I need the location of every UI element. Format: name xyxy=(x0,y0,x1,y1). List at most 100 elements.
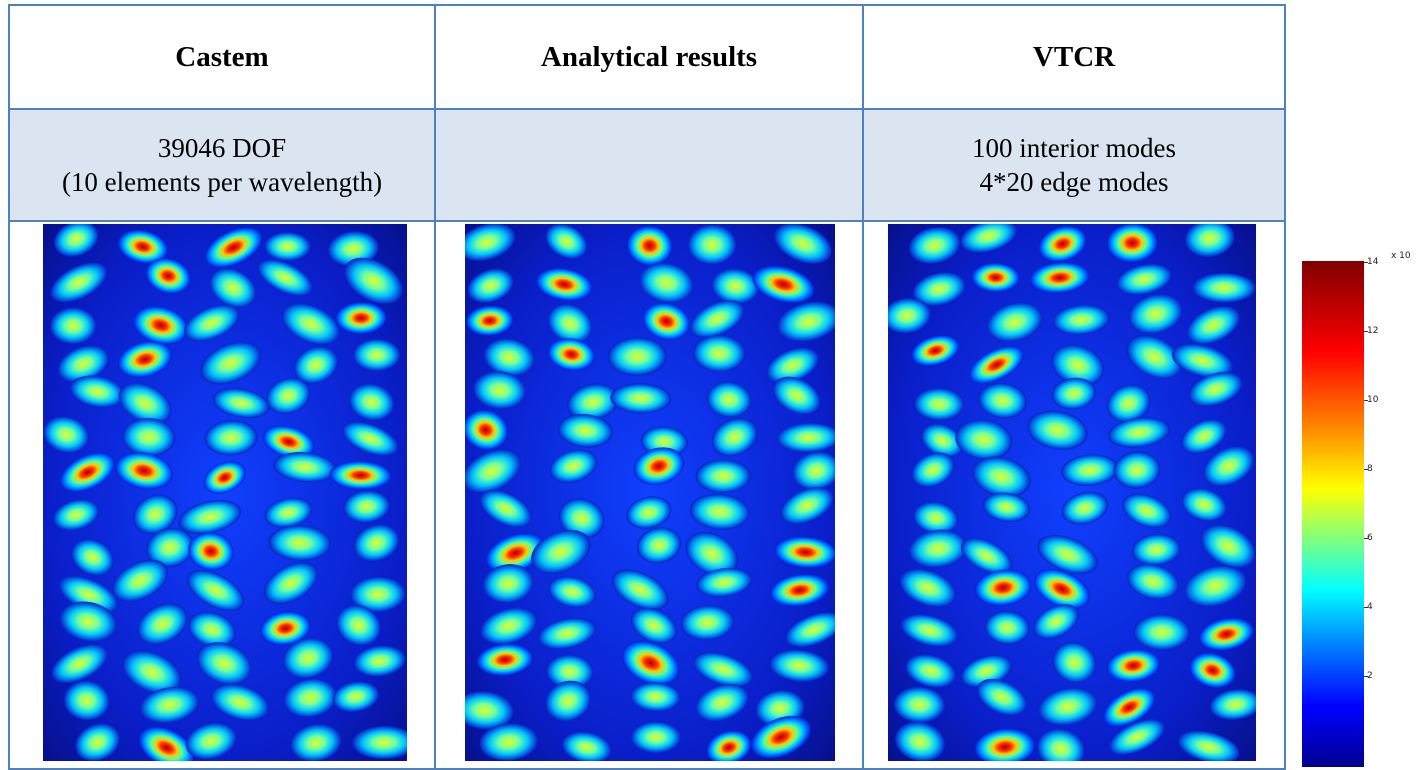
field-hotspot xyxy=(187,569,245,612)
field-hotspot xyxy=(978,382,1027,419)
field-hotspot xyxy=(465,691,514,730)
field-hotspot xyxy=(685,532,739,576)
field-hotspot xyxy=(548,576,597,608)
field-hotspot xyxy=(974,569,1032,606)
field-hotspot xyxy=(984,611,1030,645)
field-hotspot xyxy=(480,607,538,645)
field-hotspot xyxy=(547,338,595,371)
field-hotspot xyxy=(263,562,318,604)
field-hotspot xyxy=(188,611,236,648)
field-hotspot xyxy=(622,640,680,685)
field-hotspot xyxy=(53,499,100,531)
field-hotspot xyxy=(1198,618,1254,651)
results-table: Castem Analytical results VTCR 39046 DOF… xyxy=(8,4,1286,770)
field-hotspot xyxy=(561,731,612,761)
field-hotspot xyxy=(914,387,965,421)
field-hotspot xyxy=(913,501,959,534)
field-hotspot xyxy=(1109,719,1165,755)
field-hotspot xyxy=(961,537,1013,575)
field-hotspot xyxy=(921,423,964,458)
field-hotspot xyxy=(1178,730,1240,761)
field-hotspot xyxy=(630,682,681,712)
field-hotspot xyxy=(766,347,819,384)
field-hotspot xyxy=(483,338,535,377)
field-hotspot xyxy=(549,449,598,483)
field-hotspot xyxy=(118,229,168,264)
field-hotspot xyxy=(777,301,835,342)
field-hotspot xyxy=(1131,534,1181,566)
colorbar-tick-mark xyxy=(1364,538,1368,539)
field-hotspot xyxy=(1038,225,1087,262)
field-hotspot xyxy=(770,574,830,607)
field-hotspot xyxy=(112,559,169,602)
field-hotspot xyxy=(465,409,508,450)
field-hotspot xyxy=(1033,604,1079,639)
field-hotspot xyxy=(558,498,605,539)
field-hotspot xyxy=(960,654,1012,688)
field-hotspot xyxy=(327,231,379,267)
field-hotspot xyxy=(332,681,379,712)
field-hotspot xyxy=(911,452,955,488)
field-hotspot xyxy=(63,680,110,721)
field-hotspot xyxy=(352,725,407,760)
header-castem: Castem xyxy=(175,40,269,73)
castem-dof: 39046 DOF xyxy=(157,133,287,163)
field-hotspot xyxy=(711,268,760,304)
field-hotspot xyxy=(122,417,176,457)
field-hotspot xyxy=(888,298,931,334)
field-hotspot xyxy=(545,680,591,722)
colorbar-tick-label: 12 xyxy=(1367,326,1379,336)
field-hotspot xyxy=(706,730,752,761)
field-hotspot xyxy=(203,461,246,494)
field-hotspot xyxy=(485,533,545,574)
field-hotspot xyxy=(282,637,334,679)
field-hotspot xyxy=(687,224,737,265)
field-hotspot xyxy=(785,612,835,648)
field-hotspot xyxy=(1188,371,1243,407)
field-hotspot xyxy=(913,272,966,306)
analytical-description xyxy=(436,110,862,220)
field-hotspot xyxy=(1103,688,1156,727)
field-hotspot xyxy=(1203,446,1255,487)
castem-field-map xyxy=(43,224,407,761)
row-divider xyxy=(10,108,1284,110)
vtcr-field-map xyxy=(888,224,1256,761)
field-hotspot xyxy=(774,536,835,568)
field-hotspot xyxy=(538,618,597,649)
field-hotspot xyxy=(1106,384,1151,423)
field-hotspot xyxy=(911,335,960,366)
column-divider xyxy=(862,6,864,768)
field-hotspot xyxy=(133,494,178,534)
field-hotspot xyxy=(262,425,315,459)
colorbar-tick-mark xyxy=(1364,400,1368,401)
field-hotspot xyxy=(630,607,677,644)
colorbar-tick-label: 2 xyxy=(1367,671,1373,681)
field-hotspot xyxy=(752,265,815,303)
field-hotspot xyxy=(695,683,749,722)
colorbar-exponent: x 10 xyxy=(1391,251,1411,261)
field-hotspot xyxy=(204,420,258,456)
field-hotspot xyxy=(54,224,99,257)
vtcr-description: 100 interior modes 4*20 edge modes xyxy=(864,110,1284,220)
field-hotspot xyxy=(693,652,753,687)
field-hotspot xyxy=(71,539,114,576)
field-hotspot xyxy=(1186,306,1240,345)
colorbar-tick-label: 6 xyxy=(1367,533,1373,543)
field-hotspot xyxy=(59,601,117,642)
field-hotspot xyxy=(1122,493,1172,528)
field-hotspot xyxy=(792,451,835,490)
field-hotspot xyxy=(139,726,195,761)
field-hotspot xyxy=(146,527,195,568)
field-hotspot xyxy=(482,564,534,604)
field-hotspot xyxy=(1209,689,1256,720)
field-hotspot xyxy=(1127,563,1179,600)
field-hotspot xyxy=(209,268,257,308)
field-hotspot xyxy=(611,569,669,610)
field-hotspot xyxy=(627,225,673,266)
field-hotspot xyxy=(342,421,399,456)
colorbar-tick-label: 14 xyxy=(1367,257,1379,267)
field-hotspot xyxy=(264,497,313,528)
field-hotspot xyxy=(689,493,750,530)
field-hotspot xyxy=(1184,224,1235,258)
field-hotspot xyxy=(196,642,252,685)
